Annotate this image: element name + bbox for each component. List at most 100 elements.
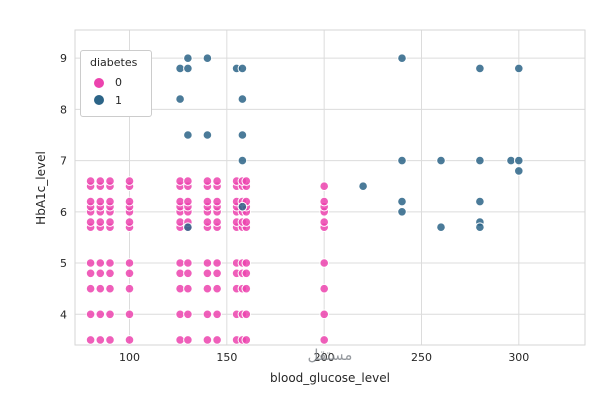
data-point-diabetes-0 <box>85 335 96 345</box>
data-point-diabetes-0 <box>124 196 135 207</box>
data-point-diabetes-0 <box>212 217 222 227</box>
data-point-diabetes-0 <box>202 258 213 268</box>
data-point-diabetes-1 <box>358 181 368 191</box>
data-point-diabetes-0 <box>85 176 96 186</box>
y-tick-label: 5 <box>60 257 67 270</box>
data-point-diabetes-0 <box>105 268 115 279</box>
x-tick-label: 250 <box>411 351 432 364</box>
data-point-diabetes-1 <box>475 63 485 74</box>
data-point-diabetes-0 <box>124 268 135 279</box>
y-tick-label: 6 <box>60 206 67 219</box>
data-point-diabetes-1 <box>514 155 524 166</box>
data-point-diabetes-1 <box>183 130 193 140</box>
data-point-diabetes-1 <box>475 222 485 232</box>
data-point-diabetes-0 <box>85 217 96 227</box>
data-point-diabetes-0 <box>124 217 135 227</box>
data-point-diabetes-0 <box>95 258 106 268</box>
x-axis-label: blood_glucose_level <box>270 371 390 385</box>
data-point-diabetes-0 <box>241 309 252 320</box>
x-tick-label: 100 <box>119 351 140 364</box>
data-point-diabetes-1 <box>397 196 407 207</box>
data-point-diabetes-0 <box>85 258 96 268</box>
data-point-diabetes-0 <box>105 335 115 345</box>
data-point-diabetes-0 <box>95 283 106 294</box>
y-tick-label: 9 <box>60 52 67 65</box>
data-point-diabetes-0 <box>212 283 222 294</box>
data-point-diabetes-1 <box>237 94 248 104</box>
data-point-diabetes-1 <box>514 166 524 176</box>
data-point-diabetes-1 <box>397 53 407 64</box>
data-point-diabetes-1 <box>183 222 193 232</box>
data-point-diabetes-0 <box>124 258 135 268</box>
data-point-diabetes-1 <box>237 201 248 212</box>
x-tick-label: 150 <box>216 351 237 364</box>
data-point-diabetes-0 <box>319 196 330 207</box>
data-point-diabetes-0 <box>202 217 213 227</box>
data-point-diabetes-1 <box>175 94 185 104</box>
data-point-diabetes-0 <box>95 268 106 279</box>
y-tick-label: 8 <box>60 103 67 116</box>
data-point-diabetes-0 <box>124 335 135 345</box>
data-point-diabetes-0 <box>95 335 106 345</box>
data-point-diabetes-0 <box>241 268 252 279</box>
plot-border <box>74 29 586 346</box>
legend-item-diabetes-0: 0 <box>89 74 137 92</box>
data-point-diabetes-1 <box>183 63 193 74</box>
data-point-diabetes-0 <box>202 176 213 186</box>
data-point-diabetes-0 <box>105 176 115 186</box>
data-point-diabetes-0 <box>212 268 222 279</box>
legend-title: diabetes <box>90 56 138 69</box>
data-point-diabetes-0 <box>212 196 222 207</box>
legend-item-diabetes-1: 1 <box>89 92 137 110</box>
data-point-diabetes-0 <box>124 309 135 320</box>
y-tick-label: 7 <box>60 155 67 168</box>
data-point-diabetes-0 <box>183 176 193 186</box>
data-point-diabetes-0 <box>241 283 252 294</box>
data-point-diabetes-0 <box>212 335 222 345</box>
y-axis-label: HbA1c_level <box>34 151 48 225</box>
data-point-diabetes-0 <box>124 176 135 186</box>
data-point-diabetes-0 <box>212 176 222 186</box>
x-tick-label: 200 <box>314 351 335 364</box>
data-point-diabetes-1 <box>475 196 485 207</box>
data-point-diabetes-0 <box>183 335 193 345</box>
legend: diabetes 0 1 <box>80 50 153 118</box>
legend-label-1: 1 <box>115 93 122 107</box>
data-point-diabetes-0 <box>85 196 96 207</box>
data-point-diabetes-0 <box>319 309 330 320</box>
data-point-diabetes-1 <box>237 155 248 166</box>
data-point-diabetes-0 <box>202 335 213 345</box>
data-point-diabetes-0 <box>319 217 330 227</box>
data-point-diabetes-0 <box>202 309 213 320</box>
data-point-diabetes-0 <box>212 258 222 268</box>
data-point-diabetes-0 <box>105 196 115 207</box>
data-point-diabetes-0 <box>241 258 252 268</box>
data-point-diabetes-0 <box>319 181 330 191</box>
data-point-diabetes-0 <box>202 283 213 294</box>
data-point-diabetes-1 <box>475 155 485 166</box>
data-point-diabetes-0 <box>183 196 193 207</box>
data-point-diabetes-0 <box>241 176 252 186</box>
legend-label-0: 0 <box>115 75 122 89</box>
legend-marker-0-icon <box>94 77 104 88</box>
data-point-diabetes-0 <box>319 335 330 345</box>
data-point-diabetes-0 <box>95 217 106 227</box>
data-point-diabetes-0 <box>319 258 330 268</box>
data-point-diabetes-0 <box>202 268 213 279</box>
data-point-diabetes-0 <box>183 283 193 294</box>
data-point-diabetes-1 <box>202 130 213 140</box>
data-point-diabetes-0 <box>183 268 193 279</box>
data-point-diabetes-0 <box>105 283 115 294</box>
data-point-diabetes-1 <box>397 207 407 217</box>
data-point-diabetes-1 <box>436 155 446 166</box>
data-point-diabetes-0 <box>95 196 106 207</box>
data-point-diabetes-0 <box>183 258 193 268</box>
data-point-diabetes-0 <box>105 309 115 320</box>
data-point-diabetes-0 <box>319 283 330 294</box>
data-point-diabetes-1 <box>237 63 248 74</box>
data-point-diabetes-0 <box>85 309 96 320</box>
y-tick-label: 4 <box>60 308 67 321</box>
data-point-diabetes-0 <box>202 196 213 207</box>
